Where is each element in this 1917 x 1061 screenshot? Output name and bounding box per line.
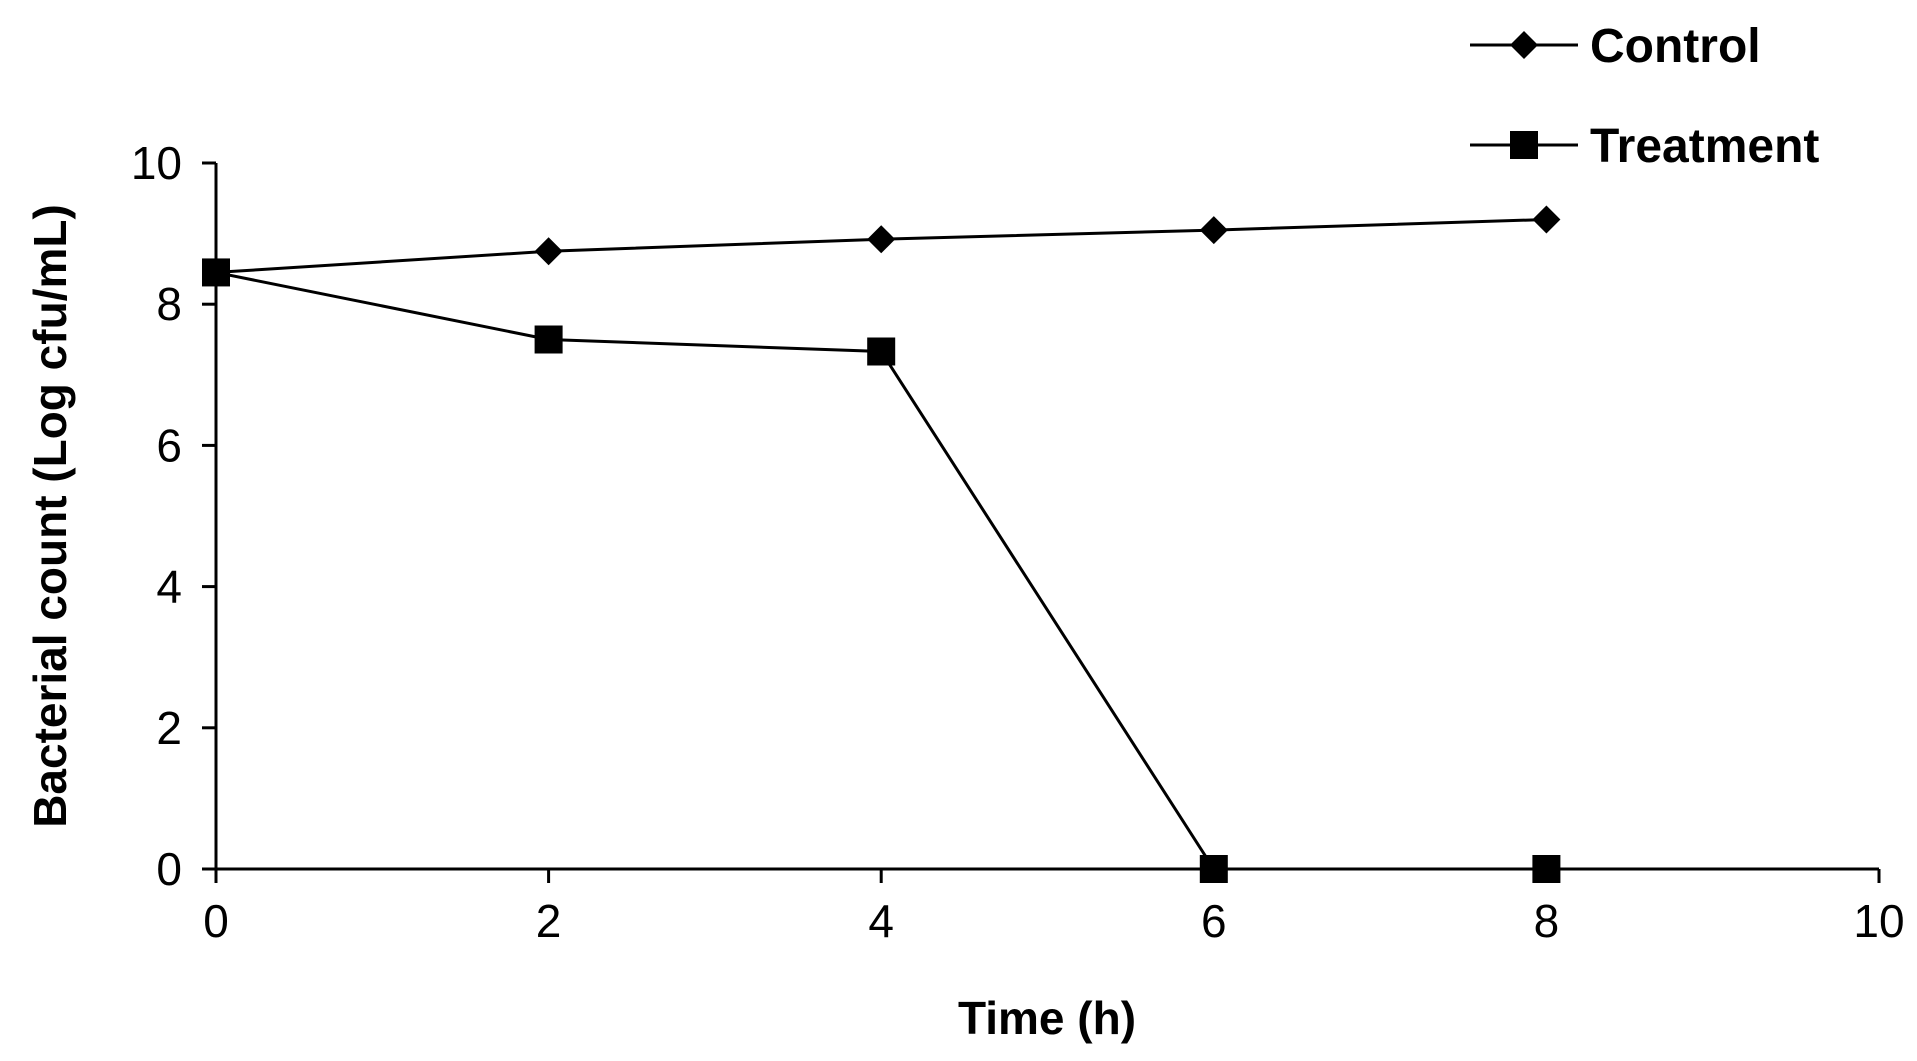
- series-layer: [202, 205, 1561, 883]
- data-point-control: [1199, 216, 1228, 245]
- x-tick-label: 0: [203, 895, 229, 947]
- legend-label-control: Control: [1590, 20, 1761, 73]
- data-point-treatment: [1532, 855, 1561, 883]
- data-point-control: [1532, 205, 1561, 234]
- data-point-treatment: [534, 325, 563, 354]
- x-tick-label: 2: [536, 895, 562, 947]
- x-tick-label: 4: [868, 895, 894, 947]
- legend-marker-control: [1510, 31, 1538, 59]
- y-tick-label: 8: [156, 278, 182, 330]
- x-tick-label: 10: [1853, 895, 1904, 947]
- series-treatment: [202, 258, 1561, 883]
- data-point-control: [534, 237, 563, 266]
- y-tick-label: 4: [156, 561, 182, 613]
- legend-label-treatment: Treatment: [1590, 120, 1819, 173]
- data-point-treatment: [867, 337, 896, 366]
- legend-marker-treatment: [1510, 131, 1538, 159]
- y-tick-label: 10: [131, 137, 182, 189]
- series-control: [202, 205, 1561, 287]
- legend-entry-control: Control: [1470, 20, 1761, 73]
- data-point-treatment: [202, 258, 230, 287]
- y-tick-label: 6: [156, 419, 182, 471]
- x-axis-title: Time (h): [958, 992, 1136, 1044]
- plot-area: 0 2 4 6 8 10 0 2 4 6 8 10: [131, 137, 1905, 947]
- y-tick-label: 0: [156, 843, 182, 895]
- y-axis-ticks: 0 2 4 6 8 10: [131, 137, 216, 895]
- legend-entry-treatment: Treatment: [1470, 120, 1819, 173]
- x-tick-label: 8: [1534, 895, 1560, 947]
- y-tick-label: 2: [156, 702, 182, 754]
- x-axis-ticks: 0 2 4 6 8 10: [203, 869, 1905, 947]
- legend: Control Treatment: [1470, 20, 1819, 173]
- data-point-control: [867, 225, 896, 254]
- x-tick-label: 6: [1201, 895, 1227, 947]
- data-point-treatment: [1199, 855, 1228, 883]
- y-axis-title: Bacterial count (Log cfu/mL): [24, 204, 76, 828]
